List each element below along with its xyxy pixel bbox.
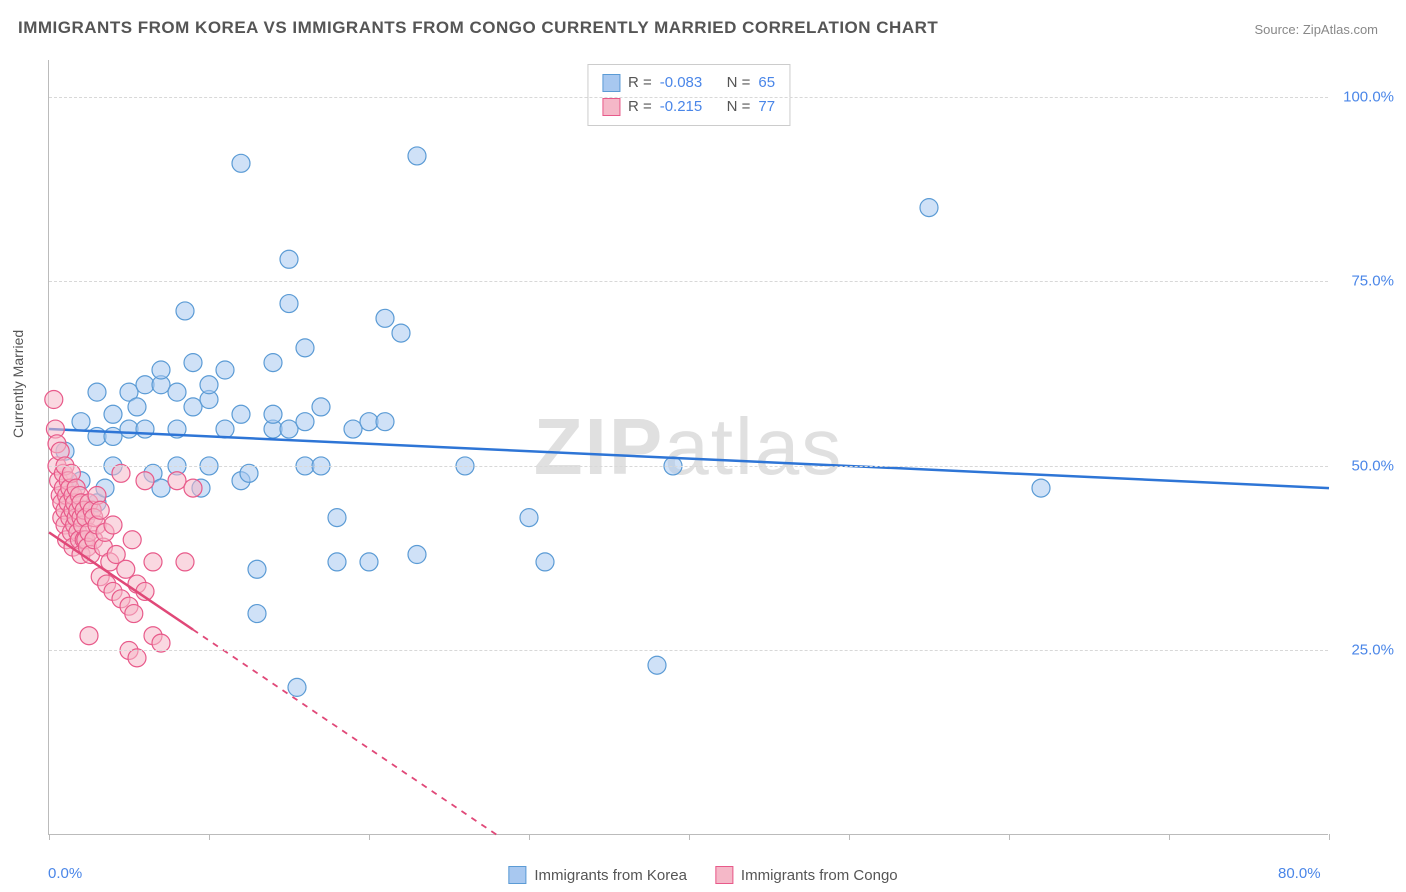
x-tick	[529, 834, 530, 840]
data-point	[123, 531, 141, 549]
data-point	[184, 398, 202, 416]
source-attribution: Source: ZipAtlas.com	[1254, 22, 1378, 37]
y-tick-label: 25.0%	[1351, 642, 1394, 659]
data-point	[200, 376, 218, 394]
scatter-svg	[49, 60, 1328, 834]
gridline	[49, 97, 1328, 98]
y-tick-label: 75.0%	[1351, 273, 1394, 290]
data-point	[112, 464, 130, 482]
legend-label: Immigrants from Congo	[741, 867, 898, 884]
data-point	[248, 560, 266, 578]
data-point	[136, 472, 154, 490]
chart-plot-area: ZIPatlas R =-0.083 N =65R =-0.215 N =77	[48, 60, 1328, 835]
data-point	[176, 302, 194, 320]
data-point	[216, 361, 234, 379]
legend-swatch	[602, 74, 620, 92]
data-point	[312, 398, 330, 416]
data-point	[328, 509, 346, 527]
data-point	[1032, 479, 1050, 497]
data-point	[117, 560, 135, 578]
x-tick	[1009, 834, 1010, 840]
data-point	[288, 678, 306, 696]
legend-swatch	[508, 866, 526, 884]
data-point	[536, 553, 554, 571]
data-point	[152, 479, 170, 497]
x-tick	[369, 834, 370, 840]
data-point	[104, 516, 122, 534]
data-point	[88, 383, 106, 401]
data-point	[376, 309, 394, 327]
x-tick	[49, 834, 50, 840]
chart-title: IMMIGRANTS FROM KOREA VS IMMIGRANTS FROM…	[18, 18, 938, 38]
data-point	[128, 649, 146, 667]
x-tick	[849, 834, 850, 840]
x-tick	[209, 834, 210, 840]
legend-swatch	[602, 98, 620, 116]
data-point	[328, 553, 346, 571]
legend-stat-row: R =-0.215 N =77	[602, 95, 775, 119]
legend-swatch	[715, 866, 733, 884]
data-point	[184, 479, 202, 497]
data-point	[648, 656, 666, 674]
data-point	[120, 420, 138, 438]
x-tick-label: 0.0%	[48, 865, 82, 882]
data-point	[72, 413, 90, 431]
correlation-legend: R =-0.083 N =65R =-0.215 N =77	[587, 64, 790, 126]
data-point	[240, 464, 258, 482]
legend-item: Immigrants from Congo	[715, 866, 898, 884]
data-point	[136, 420, 154, 438]
data-point	[296, 339, 314, 357]
data-point	[344, 420, 362, 438]
data-point	[376, 413, 394, 431]
y-tick-label: 100.0%	[1343, 88, 1394, 105]
data-point	[264, 354, 282, 372]
data-point	[144, 553, 162, 571]
data-point	[176, 553, 194, 571]
trend-line-extrapolated	[193, 630, 497, 835]
data-point	[248, 605, 266, 623]
data-point	[232, 405, 250, 423]
data-point	[280, 295, 298, 313]
x-tick	[1169, 834, 1170, 840]
gridline	[49, 650, 1328, 651]
data-point	[280, 250, 298, 268]
data-point	[280, 420, 298, 438]
gridline	[49, 466, 1328, 467]
data-point	[80, 627, 98, 645]
x-tick-label: 80.0%	[1278, 865, 1321, 882]
data-point	[45, 391, 63, 409]
x-tick	[1329, 834, 1330, 840]
data-point	[520, 509, 538, 527]
data-point	[232, 154, 250, 172]
data-point	[91, 501, 109, 519]
series-legend: Immigrants from Korea Immigrants from Con…	[508, 866, 897, 884]
data-point	[128, 398, 146, 416]
legend-label: Immigrants from Korea	[534, 867, 687, 884]
legend-stat-row: R =-0.083 N =65	[602, 71, 775, 95]
data-point	[216, 420, 234, 438]
data-point	[408, 546, 426, 564]
data-point	[392, 324, 410, 342]
y-tick-label: 50.0%	[1351, 457, 1394, 474]
data-point	[152, 361, 170, 379]
data-point	[920, 199, 938, 217]
data-point	[152, 634, 170, 652]
data-point	[168, 383, 186, 401]
data-point	[136, 376, 154, 394]
data-point	[296, 413, 314, 431]
data-point	[104, 427, 122, 445]
data-point	[360, 553, 378, 571]
data-point	[125, 605, 143, 623]
data-point	[264, 405, 282, 423]
data-point	[184, 354, 202, 372]
data-point	[408, 147, 426, 165]
legend-item: Immigrants from Korea	[508, 866, 687, 884]
gridline	[49, 281, 1328, 282]
data-point	[104, 405, 122, 423]
y-axis-label: Currently Married	[10, 330, 26, 438]
x-tick	[689, 834, 690, 840]
data-point	[360, 413, 378, 431]
data-point	[168, 472, 186, 490]
